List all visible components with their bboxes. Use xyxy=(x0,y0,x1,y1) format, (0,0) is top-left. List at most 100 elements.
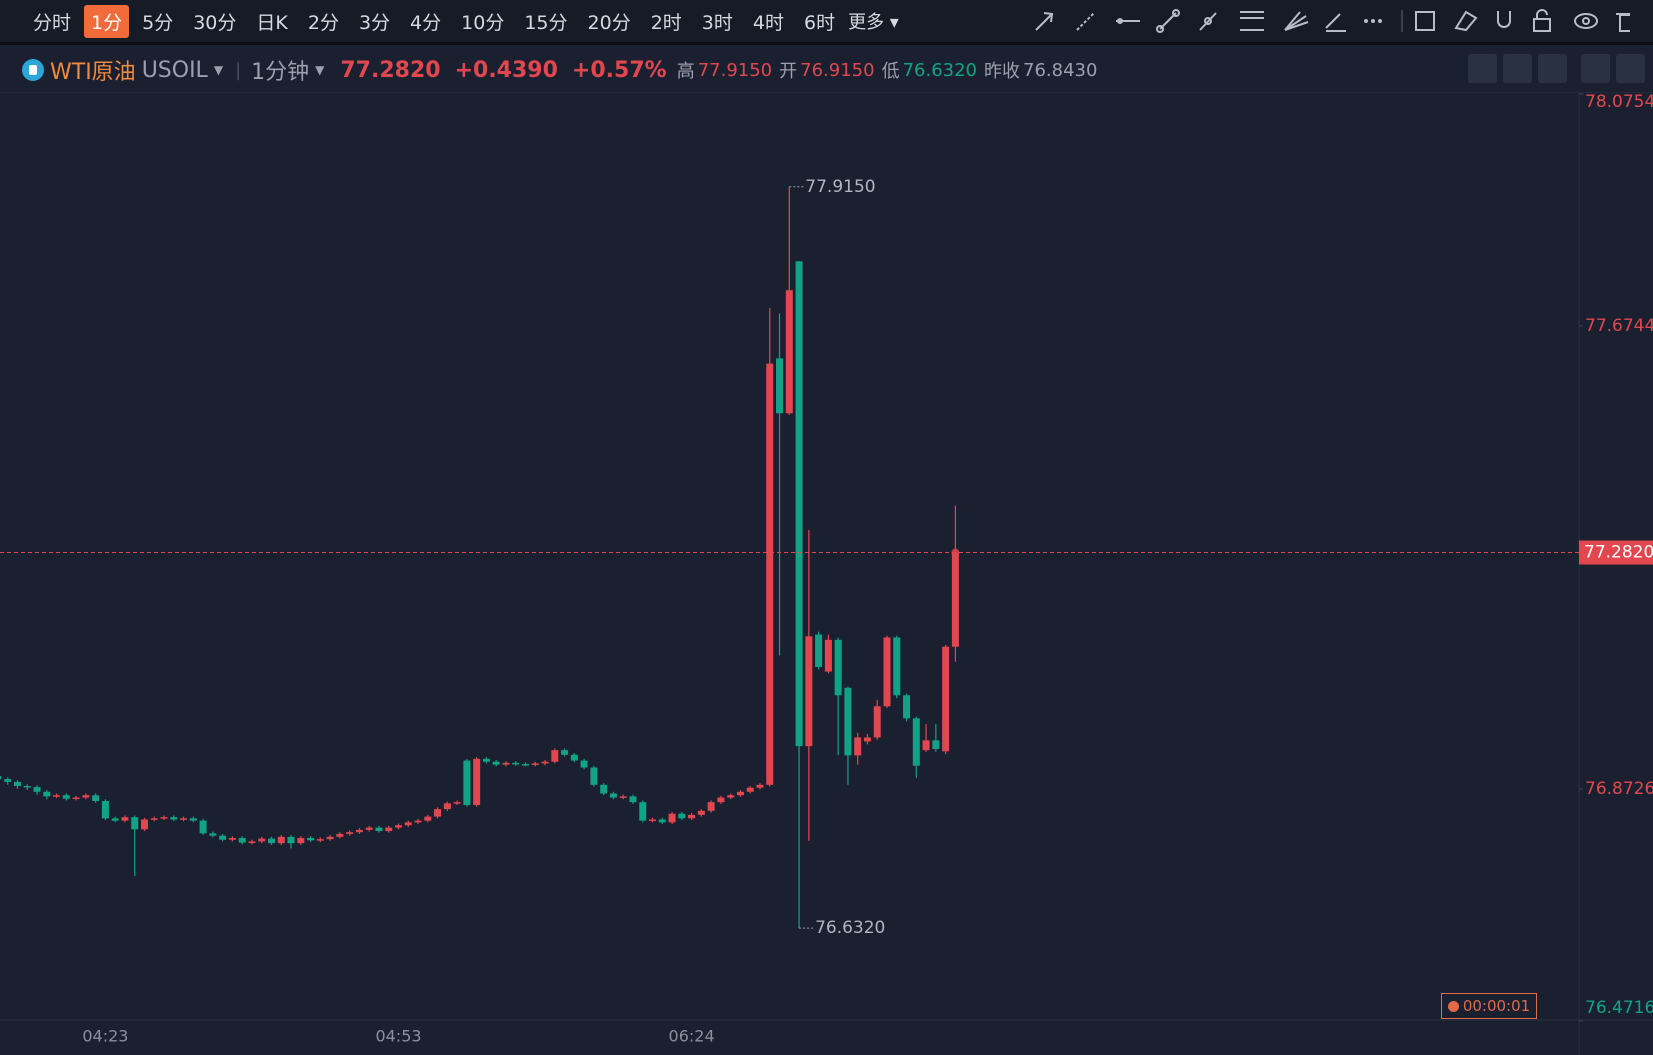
period-button[interactable]: 5分 xyxy=(142,11,174,34)
candle-body xyxy=(228,837,236,840)
x-tick-label: 04:53 xyxy=(375,1027,421,1046)
candle-body xyxy=(756,784,764,788)
edit-tool[interactable] xyxy=(1415,11,1435,31)
high-marker-label: 77.9150 xyxy=(805,177,875,197)
eraser-tool[interactable] xyxy=(1454,10,1478,32)
period-button[interactable]: 1分 xyxy=(84,4,130,38)
candle-body xyxy=(561,750,569,755)
candle-body xyxy=(727,795,735,798)
candle-body xyxy=(336,833,344,837)
trend-tool[interactable] xyxy=(1199,12,1217,31)
candle-body xyxy=(424,816,432,821)
more-label[interactable]: 更多 xyxy=(848,12,885,33)
high-value: 77.9150 xyxy=(697,59,773,81)
candle-body xyxy=(776,358,784,414)
fullscreen-button[interactable] xyxy=(1581,54,1610,83)
candle-body xyxy=(834,639,842,696)
symbol-header: WTI原油 USOIL ▼ | 1分钟 ▼ 77.2820 +0.4390 +0… xyxy=(0,48,1653,93)
segment-tool[interactable] xyxy=(1156,9,1180,33)
candle-body xyxy=(688,814,696,819)
caret[interactable]: ▼ xyxy=(213,63,224,77)
period-button[interactable]: 3时 xyxy=(701,11,733,34)
candle-body xyxy=(736,791,744,796)
period-button[interactable]: 10分 xyxy=(461,11,505,34)
candle-body xyxy=(600,784,608,794)
candle-body xyxy=(580,760,588,768)
candle-body xyxy=(316,839,324,841)
period-button[interactable]: 分时 xyxy=(33,11,72,34)
x-tick-label: 04:23 xyxy=(82,1027,128,1046)
candle-body xyxy=(717,797,725,803)
candle-body xyxy=(609,793,617,798)
candle-body xyxy=(238,837,246,843)
period-button[interactable]: 6时 xyxy=(803,11,836,34)
arrow-tool[interactable] xyxy=(1035,12,1054,31)
candle-body xyxy=(180,818,188,820)
period-button[interactable]: 30分 xyxy=(193,11,237,34)
more-button[interactable]: 更多 ▾ xyxy=(848,12,899,33)
x-tick-label: 06:24 xyxy=(669,1027,715,1046)
candle-body xyxy=(150,818,158,820)
interval[interactable]: 1分钟 xyxy=(251,60,310,85)
last-price-box xyxy=(1579,540,1653,565)
candle-body xyxy=(473,758,481,806)
candle-body xyxy=(531,763,539,765)
period-button[interactable]: 4分 xyxy=(410,11,442,34)
candle-body xyxy=(893,637,901,696)
candle-body xyxy=(903,695,911,719)
period-button[interactable]: 15分 xyxy=(524,11,568,34)
symbol-name[interactable]: WTI原油 xyxy=(50,60,136,85)
open-value: 76.9150 xyxy=(800,59,875,81)
close-button[interactable] xyxy=(1616,54,1645,83)
high-label: 高 xyxy=(676,61,695,82)
draw-button[interactable] xyxy=(1503,54,1532,83)
fib-tool[interactable] xyxy=(1240,11,1264,31)
candle-body xyxy=(619,796,627,798)
caret[interactable]: ▼ xyxy=(315,63,325,77)
fan-tool[interactable] xyxy=(1284,11,1309,31)
period-button[interactable]: 3分 xyxy=(358,11,391,34)
candle-body xyxy=(414,820,422,823)
style-button[interactable] xyxy=(1538,54,1567,83)
hline-tool[interactable] xyxy=(1116,18,1140,24)
candle-body xyxy=(307,837,315,841)
magnet-tool[interactable] xyxy=(1497,11,1511,28)
candle-body xyxy=(375,827,383,832)
candle-body xyxy=(629,796,637,803)
eye-tool[interactable] xyxy=(1574,13,1598,29)
candle-body xyxy=(131,817,139,830)
low-value: 76.6320 xyxy=(902,59,977,81)
candle-body xyxy=(53,795,61,797)
y-tick-label: 78.0754 xyxy=(1585,92,1653,112)
period-button[interactable]: 20分 xyxy=(587,11,631,34)
candle-body xyxy=(658,819,666,823)
indicator-button[interactable] xyxy=(1468,54,1497,83)
symbol-code[interactable]: USOIL xyxy=(141,57,208,83)
lock-tool[interactable] xyxy=(1533,9,1551,32)
period-button[interactable]: 2时 xyxy=(650,11,682,34)
candle-body xyxy=(365,827,373,830)
candle-body xyxy=(277,836,285,844)
period-button[interactable]: 2分 xyxy=(307,11,339,34)
last-price: 77.2820 xyxy=(340,57,441,83)
candle-body xyxy=(570,754,578,761)
more-tools[interactable] xyxy=(1364,19,1382,23)
candle-body xyxy=(33,787,41,792)
trash-tool[interactable] xyxy=(1616,13,1630,32)
candle-body xyxy=(287,836,295,844)
candle-body xyxy=(219,835,227,840)
candle-body xyxy=(82,795,90,798)
ray-tool[interactable] xyxy=(1076,12,1095,31)
candle-body xyxy=(267,838,275,844)
candle-body xyxy=(121,817,129,821)
divider: | xyxy=(235,59,242,81)
period-button[interactable]: 日K xyxy=(256,11,288,34)
candle-body xyxy=(434,809,442,817)
period-button[interactable]: 4时 xyxy=(752,11,784,34)
y-tick-label: 76.8726 xyxy=(1585,779,1653,799)
period-list: 分时 1分 5分 30分 日K 2分 3分 4分 10分 15分 20分 2时 3时 4时 6时 xyxy=(0,4,842,38)
pen-tool[interactable] xyxy=(1325,13,1346,32)
candle-body xyxy=(873,706,881,738)
